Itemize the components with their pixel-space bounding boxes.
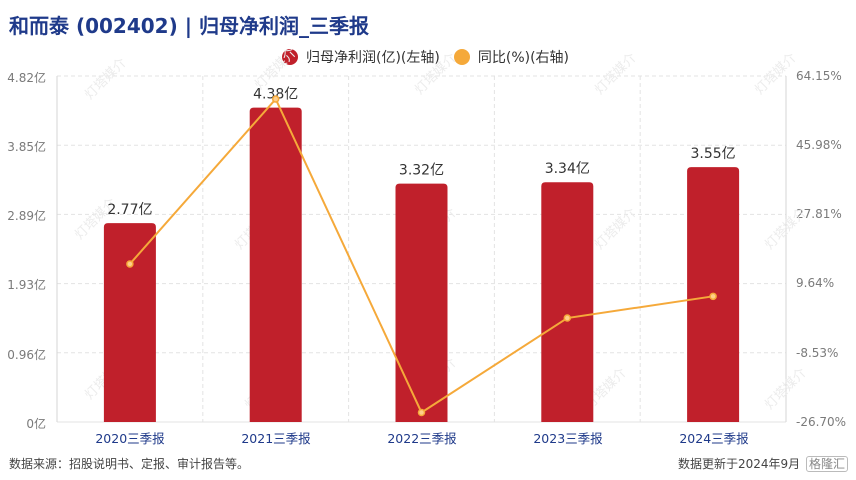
x-axis-label: 2023三季报 [533,431,603,446]
bar-value-label: 3.34亿 [545,161,590,177]
y-left-tick: 0亿 [26,417,46,431]
line-point[interactable] [709,292,717,301]
bar[interactable] [541,182,594,422]
y-right-tick: 64.15% [796,69,842,83]
x-axis-label: 2022三季报 [387,431,457,446]
y-left-tick: 3.85亿 [7,140,46,154]
legend-item-yoy[interactable]: 同比(%)(右轴) [453,47,570,67]
y-left-tick: 2.89亿 [7,209,46,223]
bar-value-label: 4.38亿 [253,87,298,103]
y-right-tick: -26.70% [796,415,847,429]
gelonghui-logo: 格隆汇 [805,456,848,472]
line-point[interactable] [271,95,280,103]
svg-text:灯塔媒介: 灯塔媒介 [592,205,639,252]
bar-value-label: 2.77亿 [107,202,152,218]
bar-value-label: 3.32亿 [399,163,444,179]
legend-dot-bar-icon [282,49,298,65]
legend-label: 同比(%)(右轴) [477,50,570,66]
bar[interactable] [249,107,302,423]
x-axis-label: 2024三季报 [679,431,749,446]
svg-text:灯塔媒介: 灯塔媒介 [412,50,459,97]
bar[interactable] [103,223,156,422]
bar-value-label: 3.55亿 [691,146,736,162]
line-point[interactable] [126,260,134,268]
y-right-tick: -8.53% [796,346,839,360]
svg-text:灯塔媒介: 灯塔媒介 [592,50,639,97]
y-left-tick: 1.93亿 [7,278,46,292]
bar[interactable] [395,183,448,422]
legend-dot-line-icon [453,49,470,65]
page-title: 和而泰 (002402) | 归母净利润_三季报 [9,14,369,38]
line-point[interactable] [417,408,426,417]
update-note: 数据更新于2024年9月 格隆汇 [678,455,848,472]
y-left-tick: 0.96亿 [7,348,46,362]
x-axis-label: 2021三季报 [241,431,311,446]
y-right-tick: 45.98% [796,138,842,152]
y-left-tick: 4.82亿 [7,71,46,85]
legend-item-net-profit[interactable]: 归母净利润(亿)(左轴) [282,47,440,67]
svg-text:灯塔媒介: 灯塔媒介 [752,50,799,97]
update-date: 数据更新于2024年9月 [677,457,801,471]
line-point[interactable] [563,314,572,322]
y-right-tick: 27.81% [796,207,842,221]
line-series [126,95,717,417]
legend-label: 归母净利润(亿)(左轴) [306,50,440,66]
chart-legend: 归母净利润(亿)(左轴) 同比(%)(右轴) [282,46,583,68]
svg-text:灯塔媒介: 灯塔媒介 [82,55,129,102]
x-axis-label: 2020三季报 [95,431,165,446]
bar-value-labels: 2.77亿 4.38亿 3.32亿 3.34亿 3.55亿 [107,87,735,219]
bar-series [103,107,740,423]
y-right-tick: 9.64% [796,276,835,290]
data-source-note: 数据来源：招股说明书、定报、审计报告等。 [9,457,250,471]
